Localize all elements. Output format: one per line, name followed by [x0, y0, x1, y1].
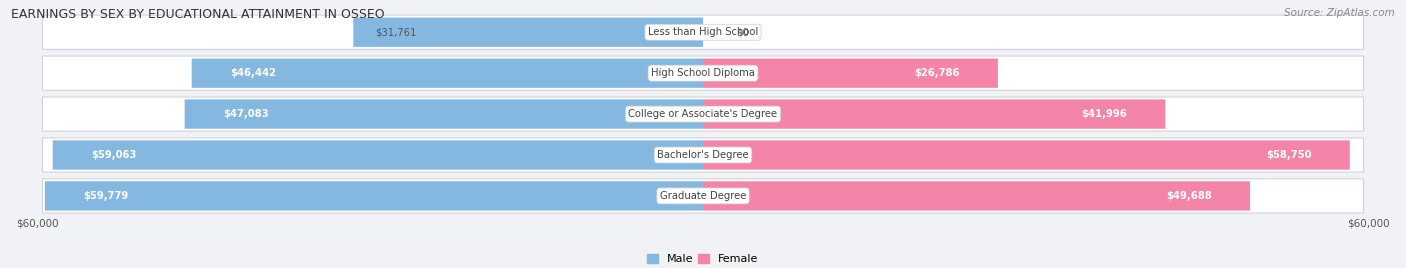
FancyBboxPatch shape — [703, 140, 1350, 170]
FancyBboxPatch shape — [42, 97, 1364, 131]
FancyBboxPatch shape — [42, 138, 1364, 172]
FancyBboxPatch shape — [703, 99, 1166, 129]
Text: $41,996: $41,996 — [1081, 109, 1126, 119]
Text: $59,063: $59,063 — [91, 150, 136, 160]
FancyBboxPatch shape — [184, 99, 703, 129]
Text: $47,083: $47,083 — [224, 109, 269, 119]
Text: $58,750: $58,750 — [1265, 150, 1312, 160]
FancyBboxPatch shape — [42, 15, 1364, 49]
Text: College or Associate's Degree: College or Associate's Degree — [628, 109, 778, 119]
FancyBboxPatch shape — [353, 18, 703, 47]
FancyBboxPatch shape — [45, 181, 703, 211]
Text: $60,000: $60,000 — [15, 219, 59, 229]
Text: Bachelor's Degree: Bachelor's Degree — [657, 150, 749, 160]
FancyBboxPatch shape — [703, 58, 998, 88]
FancyBboxPatch shape — [42, 56, 1364, 90]
Text: $26,786: $26,786 — [914, 68, 959, 78]
Text: $59,779: $59,779 — [83, 191, 128, 201]
Text: Graduate Degree: Graduate Degree — [659, 191, 747, 201]
Text: $31,761: $31,761 — [375, 27, 416, 37]
FancyBboxPatch shape — [191, 58, 703, 88]
FancyBboxPatch shape — [703, 181, 1250, 211]
Legend: Male, Female: Male, Female — [643, 250, 763, 268]
Text: EARNINGS BY SEX BY EDUCATIONAL ATTAINMENT IN OSSEO: EARNINGS BY SEX BY EDUCATIONAL ATTAINMEN… — [11, 8, 385, 21]
Text: $49,688: $49,688 — [1166, 191, 1212, 201]
FancyBboxPatch shape — [53, 140, 703, 170]
Text: Less than High School: Less than High School — [648, 27, 758, 37]
Text: Source: ZipAtlas.com: Source: ZipAtlas.com — [1284, 8, 1395, 18]
Text: $60,000: $60,000 — [1347, 219, 1391, 229]
Text: $46,442: $46,442 — [231, 68, 276, 78]
Text: High School Diploma: High School Diploma — [651, 68, 755, 78]
FancyBboxPatch shape — [42, 179, 1364, 213]
Text: $0: $0 — [735, 27, 749, 37]
